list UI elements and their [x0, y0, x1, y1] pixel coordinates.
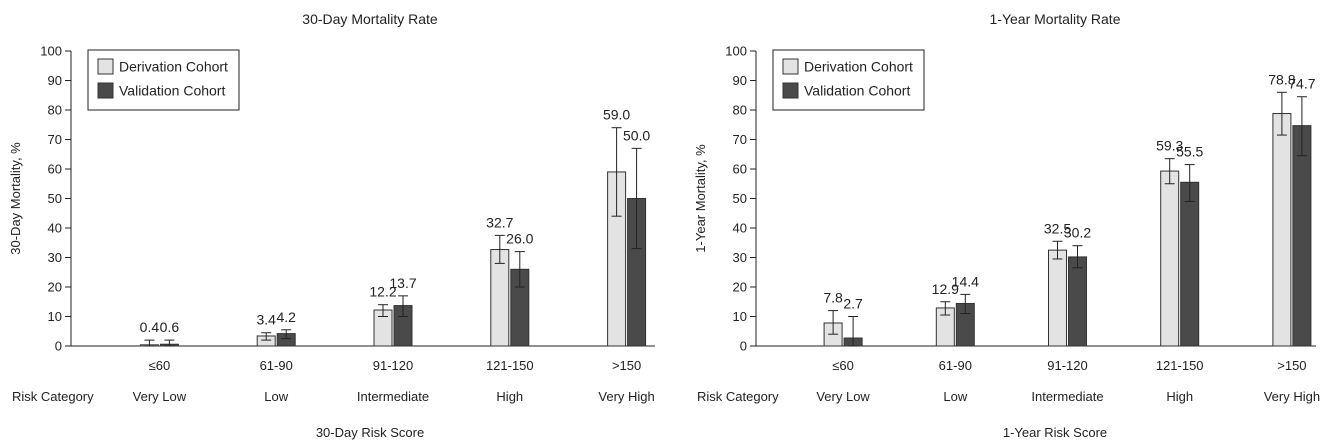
risk-category-value: High [1166, 389, 1193, 404]
x-tick-label: ≤60 [149, 358, 171, 373]
risk-category-label: Risk Category [697, 389, 779, 404]
bar-validation [1180, 181, 1200, 347]
bar-value-label: 78.8 [1268, 71, 1295, 87]
bar-value-label: 2.7 [843, 296, 863, 312]
risk-category-value: Intermediate [357, 389, 429, 404]
legend: Derivation Cohort Validation Cohort [772, 49, 925, 111]
risk-category-value: Very High [1264, 389, 1320, 404]
x-tick-label: 121-150 [486, 358, 534, 373]
bar-value-label: 50.0 [623, 127, 650, 143]
y-tick-label: 10 [733, 309, 747, 324]
bar-value-label: 12.9 [932, 281, 959, 297]
y-tick-label: 50 [733, 191, 747, 206]
y-tick-label: 20 [48, 280, 62, 295]
y-tick-label: 60 [48, 162, 62, 177]
bar-derivation [1048, 249, 1067, 347]
risk-category-value: High [496, 389, 523, 404]
legend: Derivation Cohort Validation Cohort [87, 49, 240, 111]
risk-category-value: Low [943, 389, 967, 404]
bar-derivation [1272, 113, 1292, 347]
legend-swatch [782, 82, 799, 99]
bar-validation [1292, 125, 1312, 347]
y-tick-label: 90 [733, 73, 747, 88]
y-tick-label: 70 [733, 132, 747, 147]
bar-value-label: 55.5 [1176, 144, 1203, 160]
legend-label: Derivation Cohort [804, 59, 913, 75]
bar-value-label: 12.2 [369, 284, 396, 300]
bar-value-label: 4.2 [276, 309, 296, 325]
y-axis-label: 30-Day Mortality, % [8, 142, 23, 255]
x-tick-label: >150 [612, 358, 641, 373]
y-tick-label: 80 [48, 103, 62, 118]
chart-1: 30-Day Mortality Rate 0 10 20 30 40 50 60 70 80 90… [8, 11, 655, 440]
bar-value-label: 14.4 [952, 273, 979, 289]
y-axis-label: 1-Year Mortality, % [693, 144, 708, 253]
y-tick-label: 80 [733, 103, 747, 118]
bar-value-label: 0.4 [140, 319, 160, 335]
bar-value-label: 13.7 [389, 275, 416, 291]
bar-validation [1068, 256, 1087, 347]
y-tick-label: 40 [48, 221, 62, 236]
legend-label: Validation Cohort [119, 83, 225, 99]
risk-category-value: Intermediate [1031, 389, 1103, 404]
bar-value-label: 59.3 [1156, 138, 1183, 154]
y-tick-label: 10 [48, 309, 62, 324]
x-tick-label: ≤60 [832, 358, 854, 373]
x-axis-label: 1-Year Risk Score [1003, 425, 1107, 440]
x-tick-label: 91-120 [1047, 358, 1087, 373]
x-tick-label: 61-90 [260, 358, 293, 373]
y-tick-label: 30 [733, 250, 747, 265]
bar-derivation [1160, 170, 1180, 347]
y-tick-label: 100 [40, 44, 62, 59]
bar-value-label: 74.7 [1288, 76, 1315, 92]
y-tick-label: 50 [48, 191, 62, 206]
bar-derivation [490, 249, 510, 347]
legend-label: Derivation Cohort [119, 59, 228, 75]
x-tick-label: 91-120 [373, 358, 413, 373]
chart-title: 1-Year Mortality Rate [990, 11, 1121, 27]
bar-value-label: 30.2 [1064, 225, 1091, 241]
y-tick-label: 30 [48, 250, 62, 265]
bar-value-label: 32.5 [1044, 220, 1071, 236]
x-tick-label: 121-150 [1156, 358, 1204, 373]
y-tick-label: 90 [48, 73, 62, 88]
y-tick-label: 100 [725, 44, 747, 59]
bar-value-label: 59.0 [603, 107, 630, 123]
y-tick-label: 0 [740, 339, 747, 354]
risk-category-value: Low [264, 389, 288, 404]
x-tick-label: >150 [1277, 358, 1306, 373]
legend-label: Validation Cohort [804, 83, 910, 99]
legend-swatch [97, 82, 114, 99]
legend-swatch [782, 58, 799, 75]
bar-value-label: 3.4 [256, 312, 276, 328]
y-tick-label: 0 [55, 339, 62, 354]
risk-category-label: Risk Category [12, 389, 94, 404]
x-axis-label: 30-Day Risk Score [316, 425, 424, 440]
x-tick-label: 61-90 [939, 358, 972, 373]
bar-value-label: 7.8 [823, 290, 843, 306]
bar-value-label: 26.0 [506, 231, 533, 247]
chart-2: 1-Year Mortality Rate 0 10 20 30 40 50 60 70 80 90… [693, 11, 1320, 440]
bar-value-label: 0.6 [160, 319, 180, 335]
y-tick-label: 70 [48, 132, 62, 147]
y-tick-label: 20 [733, 280, 747, 295]
risk-category-value: Very Low [133, 389, 187, 404]
legend-swatch [97, 58, 114, 75]
risk-category-value: Very High [598, 389, 654, 404]
y-tick-label: 40 [733, 221, 747, 236]
y-tick-label: 60 [733, 162, 747, 177]
chart-title: 30-Day Mortality Rate [302, 11, 438, 27]
bar-value-label: 32.7 [486, 214, 513, 230]
risk-category-value: Very Low [816, 389, 870, 404]
